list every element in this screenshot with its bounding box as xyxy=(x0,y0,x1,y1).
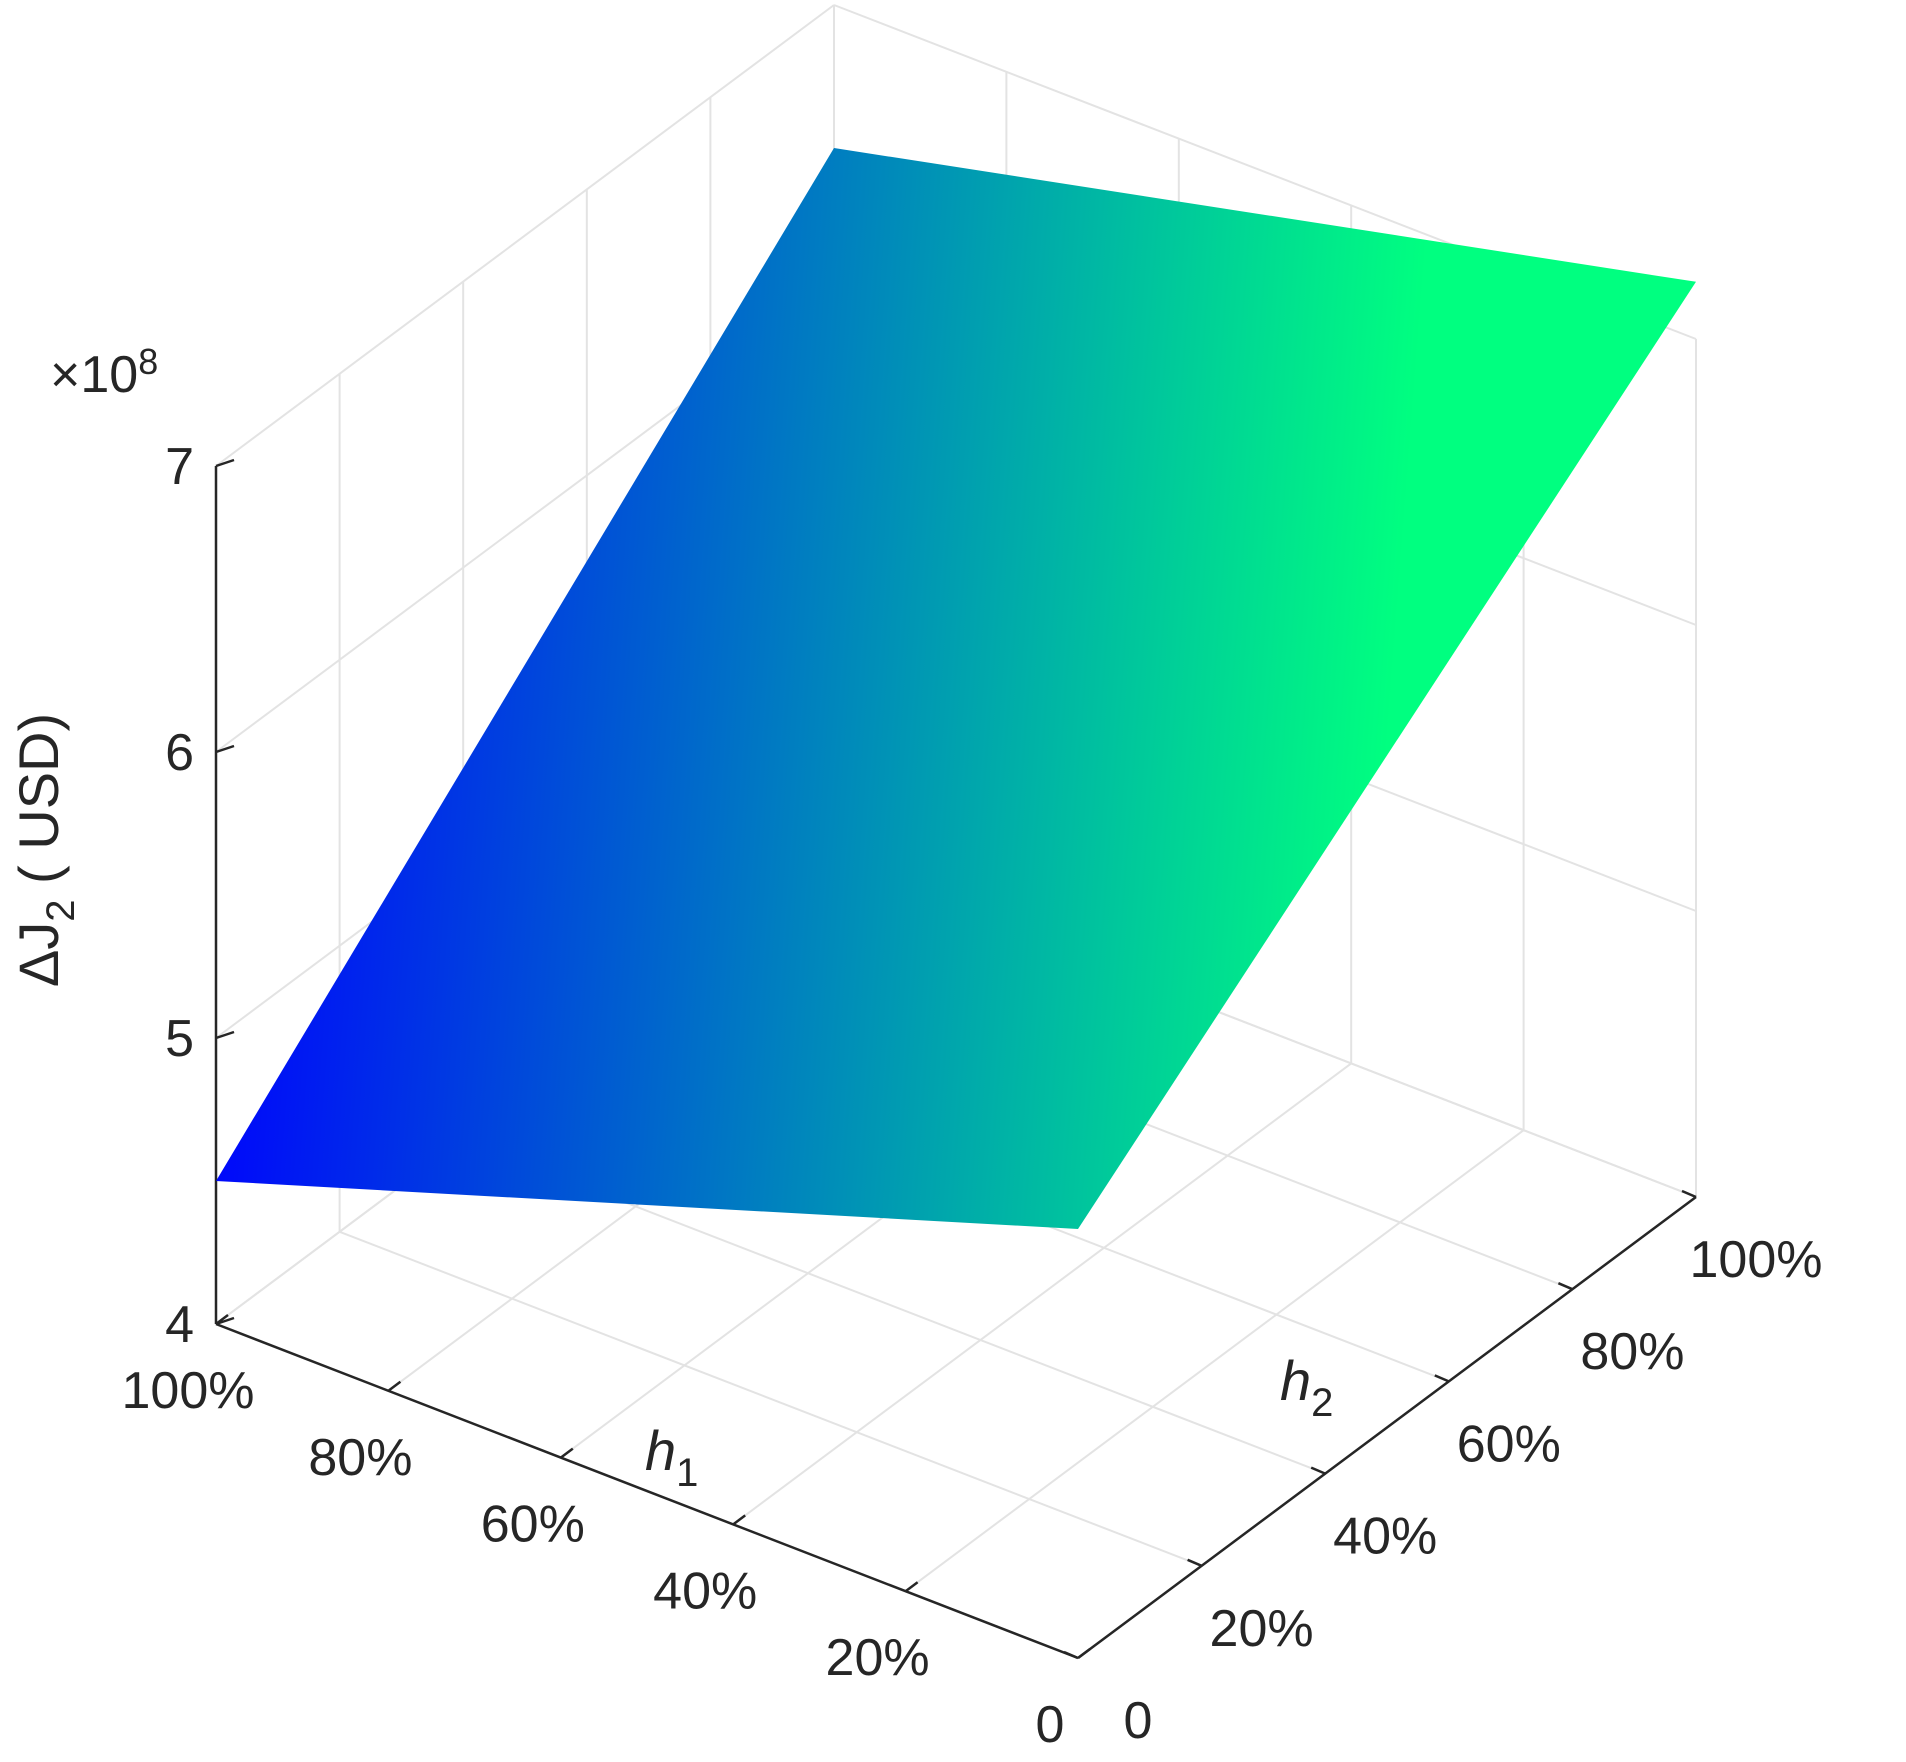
z-tick-label: 5 xyxy=(165,1010,194,1068)
h1-axis-line xyxy=(215,1322,1079,1660)
h1-tick xyxy=(904,1581,919,1593)
h2-tick-labels: 0 20% 40% 60% 80%100% xyxy=(1124,1231,1823,1750)
h2-tick xyxy=(1681,1189,1697,1199)
z-tick-labels: 4 5 6 7 xyxy=(165,438,194,1354)
floor-grid-line-h1 xyxy=(732,1062,1352,1526)
h1-tick-label: 80% xyxy=(308,1429,412,1487)
h2-tick xyxy=(1063,1650,1079,1660)
z-axis-label-sub: 2 xyxy=(39,900,83,922)
h1-tick xyxy=(1077,1648,1091,1659)
h2-axis-label-sub: 2 xyxy=(1311,1381,1333,1425)
h1-tick-label: 40% xyxy=(653,1562,757,1620)
z-tick-label: 6 xyxy=(165,724,194,782)
z-exponent: ×108 xyxy=(50,341,158,404)
z-tick xyxy=(215,744,235,754)
h1-tick xyxy=(387,1380,402,1392)
z-exponent-power: 8 xyxy=(138,341,158,382)
h1-axis-label-sub: 1 xyxy=(676,1451,698,1495)
h2-tick-label: 20% xyxy=(1210,1600,1314,1658)
surface-patch xyxy=(216,148,1696,1229)
surface xyxy=(216,148,1696,1229)
h1-axis-label: h1 xyxy=(645,1419,698,1495)
side-wall-grid-horizontal xyxy=(215,4,835,467)
h2-tick xyxy=(1434,1374,1450,1383)
z-tick-label: 4 xyxy=(165,1296,194,1354)
h1-tick xyxy=(560,1447,574,1459)
floor-grid-line-h1 xyxy=(905,1129,1525,1593)
h1-tick xyxy=(732,1514,746,1526)
h2-tick-label: 80% xyxy=(1580,1323,1684,1381)
h2-axis-line xyxy=(1077,1195,1697,1660)
z-tick xyxy=(215,458,235,468)
h1-tick-label: 100% xyxy=(122,1362,255,1420)
h2-tick-label: 0 xyxy=(1124,1692,1153,1750)
h2-tick xyxy=(1310,1466,1326,1475)
axes xyxy=(214,458,1697,1660)
h1-tick-label: 60% xyxy=(481,1496,585,1554)
z-tick xyxy=(215,1030,235,1040)
h1-tick-label: 20% xyxy=(826,1629,930,1687)
h1-tick-label: 0 xyxy=(1036,1696,1065,1754)
h2-axis-label: h2 xyxy=(1280,1349,1333,1425)
z-axis-label: ΔJ2 ( USD) xyxy=(7,713,83,987)
h2-tick-label: 40% xyxy=(1333,1508,1437,1566)
h1-tick-labels: 0 20% 40% 60% 80% 100% xyxy=(122,1362,1065,1754)
h2-tick-label: 60% xyxy=(1457,1415,1561,1473)
h2-tick xyxy=(1187,1558,1203,1567)
h2-tick-label: 100% xyxy=(1690,1231,1823,1289)
h1-tick xyxy=(215,1314,229,1325)
z-tick-label: 7 xyxy=(165,438,194,496)
z-axis-label-suffix: ( USD) xyxy=(7,713,70,900)
floor-grid-line-h2 xyxy=(339,1230,1202,1567)
h2-tick xyxy=(1557,1282,1573,1291)
